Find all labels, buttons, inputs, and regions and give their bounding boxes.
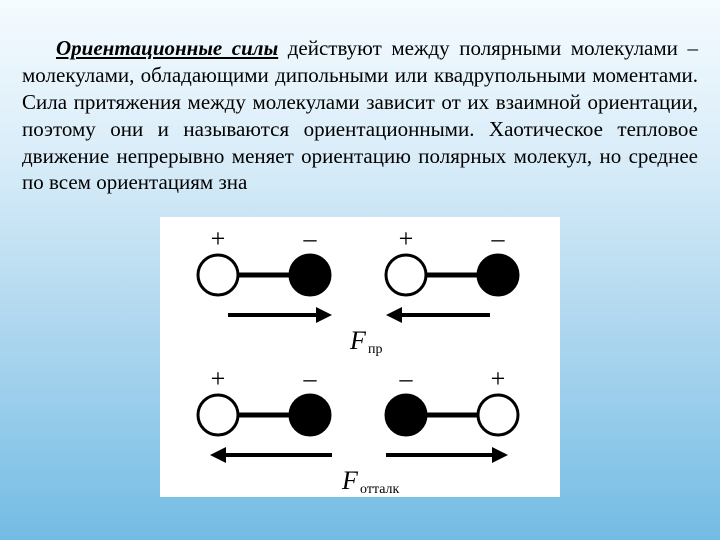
svg-text:отталк: отталк <box>360 482 400 497</box>
svg-text:пр: пр <box>368 342 383 357</box>
dipole-diagram: + – + – Fпр + – – + Fотталк <box>160 217 560 497</box>
svg-text:+: + <box>399 224 414 253</box>
svg-text:F: F <box>341 466 359 495</box>
svg-text:F: F <box>349 326 367 355</box>
svg-text:–: – <box>303 224 318 253</box>
lead-term: Ориентационные силы <box>56 36 278 60</box>
svg-text:–: – <box>399 364 414 393</box>
svg-text:+: + <box>491 364 506 393</box>
svg-text:+: + <box>211 224 226 253</box>
svg-text:+: + <box>211 364 226 393</box>
svg-text:–: – <box>491 224 506 253</box>
paragraph: Ориентационные силы действуют между поля… <box>22 35 698 196</box>
svg-text:–: – <box>303 364 318 393</box>
